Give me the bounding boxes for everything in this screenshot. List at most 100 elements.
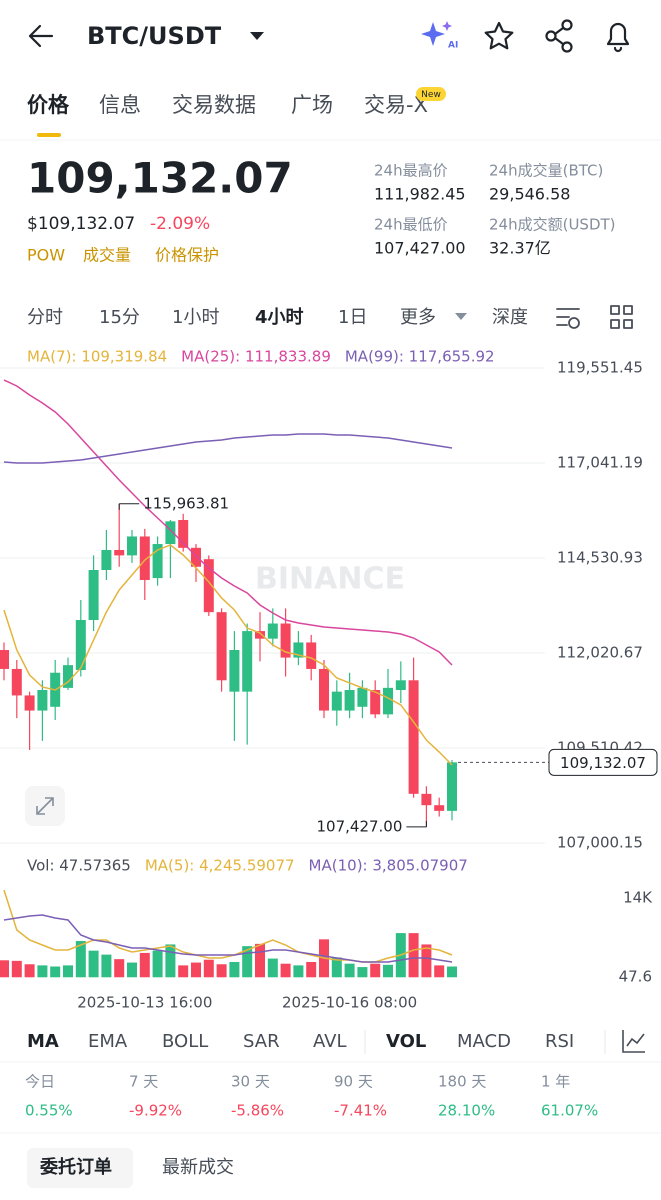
stat-label: 24h成交额(USDT) xyxy=(489,216,616,234)
indicator[interactable]: BOLL xyxy=(162,1031,208,1052)
order-tab-bg xyxy=(27,1148,133,1188)
period-label: 30 天 xyxy=(231,1073,270,1091)
ma-legend: MA(25): 111,833.89 xyxy=(181,348,331,366)
volume-bar xyxy=(127,962,137,978)
pair-title[interactable]: BTC/USDT xyxy=(87,22,222,50)
volume-bar xyxy=(75,941,86,978)
ma-line xyxy=(3,379,453,666)
performance-row: 今日 0.55% 7 天 -9.92% 30 天 -5.86% 90 天 -7.41% 180 … xyxy=(25,1073,598,1120)
period-change: 28.10% xyxy=(438,1102,495,1120)
new-badge-label: New xyxy=(421,90,441,100)
volume-bar xyxy=(88,950,99,978)
candle-body xyxy=(11,668,22,696)
ai-label: AI xyxy=(448,41,458,51)
candle-body xyxy=(178,520,189,548)
tag[interactable]: POW xyxy=(27,246,65,265)
volume-bar xyxy=(434,965,445,978)
annotation-label: 107,427.00 xyxy=(317,817,403,835)
interval-depth[interactable]: 深度 xyxy=(492,307,528,328)
volume-ma-legend: MA(5): 4,245.59077 xyxy=(145,857,295,875)
volume-bar xyxy=(203,959,214,978)
volume-bar xyxy=(0,960,9,978)
last-price-box xyxy=(548,748,658,776)
y-tick-label: 114,530.93 xyxy=(557,549,643,567)
candle-body xyxy=(127,536,137,556)
period-change: -7.41% xyxy=(334,1102,387,1120)
interval[interactable]: 15分 xyxy=(99,307,140,328)
back-button[interactable] xyxy=(28,24,54,48)
indicator[interactable]: MACD xyxy=(457,1031,511,1052)
indicator[interactable]: RSI xyxy=(545,1031,574,1052)
period-change: -9.92% xyxy=(129,1102,182,1120)
more-caret xyxy=(455,313,467,320)
indicator-settings[interactable] xyxy=(622,1030,645,1053)
watermark: BINANCE xyxy=(255,562,405,597)
tab[interactable]: 广场 xyxy=(291,93,333,117)
indicator[interactable]: AVL xyxy=(313,1031,347,1052)
indicator-active[interactable]: MA xyxy=(27,1031,59,1052)
ma-line xyxy=(3,433,453,464)
x-tick-label: 2025-10-16 08:00 xyxy=(282,994,417,1012)
candle-body xyxy=(383,687,393,715)
period-change: 61.07% xyxy=(541,1102,598,1120)
candle-body xyxy=(203,559,214,613)
period-label: 90 天 xyxy=(334,1073,373,1091)
candle-body xyxy=(344,689,355,711)
volume-bar xyxy=(165,944,176,978)
period-change: 0.55% xyxy=(25,1102,73,1120)
candle-body xyxy=(37,689,48,711)
chart-settings-button[interactable] xyxy=(556,308,580,329)
candle-body xyxy=(242,631,253,692)
candle-body xyxy=(408,680,419,794)
volume-ma-legend: MA(10): 3,805.07907 xyxy=(309,857,468,875)
volume-bar xyxy=(408,933,419,978)
order-tab-active[interactable]: 委托订单 xyxy=(39,1156,112,1178)
volume-bar xyxy=(114,959,125,978)
tag[interactable]: 价格保护 xyxy=(155,246,219,265)
volume-bar xyxy=(293,965,304,978)
candle-body xyxy=(139,536,150,580)
volume-bar xyxy=(11,960,22,978)
indicator[interactable]: SAR xyxy=(243,1031,280,1052)
layout-button[interactable] xyxy=(610,305,633,329)
favorite-button[interactable] xyxy=(484,21,514,50)
candle-body xyxy=(24,695,35,711)
order-tab[interactable]: 最新成交 xyxy=(162,1157,234,1178)
interval-more[interactable]: 更多 xyxy=(400,307,436,328)
volume-bar xyxy=(344,963,355,978)
candle-body xyxy=(152,544,163,579)
indicator[interactable]: EMA xyxy=(88,1031,128,1052)
volume-bar xyxy=(63,965,73,978)
volume-bar xyxy=(383,964,393,978)
interval[interactable]: 1日 xyxy=(338,307,367,328)
tag[interactable]: 成交量 xyxy=(83,246,131,265)
interval[interactable]: 分时 xyxy=(27,307,63,328)
volume-tick-label: 14K xyxy=(623,889,653,907)
candle-body xyxy=(63,665,73,688)
volume-bar xyxy=(306,961,317,978)
pair-caret[interactable] xyxy=(250,32,264,40)
volume-bar xyxy=(267,958,278,978)
tab[interactable]: 信息 xyxy=(99,93,141,117)
period-label: 180 天 xyxy=(438,1073,486,1091)
y-tick-label: 112,020.67 xyxy=(557,644,643,662)
indicator-active[interactable]: VOL xyxy=(386,1031,426,1052)
interval-active[interactable]: 4小时 xyxy=(255,307,304,328)
candle-body xyxy=(229,650,240,692)
volume-tick-label: 47.6 xyxy=(619,968,652,986)
annotation-label: 115,963.81 xyxy=(143,494,229,512)
expand-button[interactable] xyxy=(25,786,65,826)
stat-label: 24h成交量(BTC) xyxy=(489,162,603,180)
tab[interactable]: 交易数据 xyxy=(172,93,256,117)
volume-bar xyxy=(37,965,48,978)
stat-label: 24h最低价 xyxy=(374,216,448,234)
y-tick-label: 107,000.15 xyxy=(557,834,643,852)
volume-bar xyxy=(280,963,291,978)
share-button[interactable] xyxy=(545,19,573,53)
volume-bar xyxy=(152,950,163,978)
ai-icon[interactable] xyxy=(421,22,445,46)
notification-button[interactable] xyxy=(606,22,630,53)
tab-active[interactable]: 价格 xyxy=(27,93,70,117)
candle-body xyxy=(395,680,406,690)
interval[interactable]: 1小时 xyxy=(172,307,219,328)
